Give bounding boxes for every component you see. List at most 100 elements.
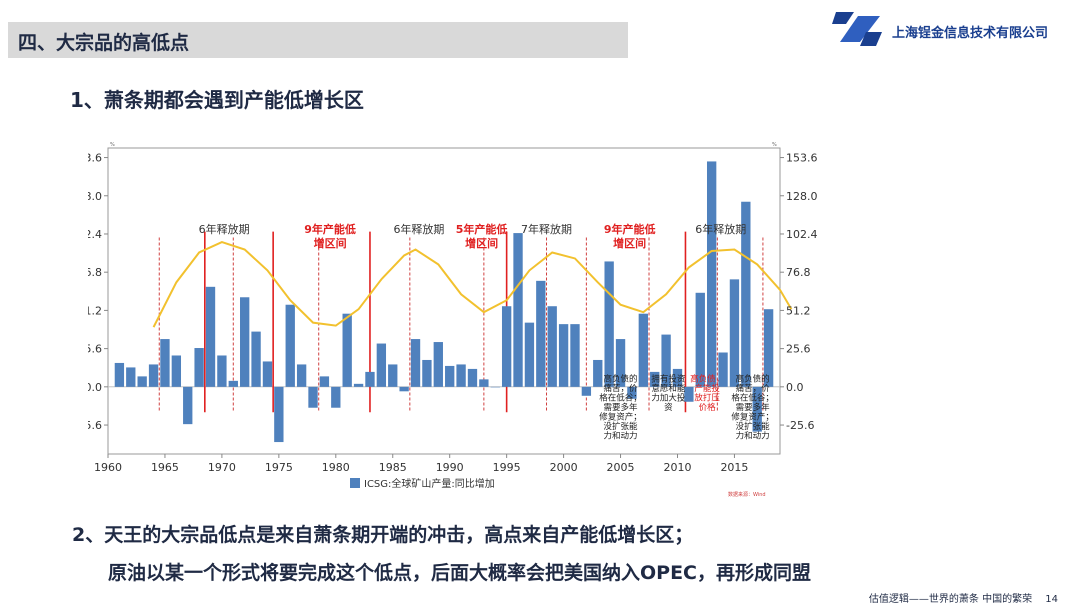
commentary-text-line: 高负债，	[690, 373, 724, 384]
bar	[684, 386, 694, 402]
bar	[205, 286, 216, 387]
commentary-text-line: 需要多年	[736, 402, 771, 413]
bar	[650, 371, 660, 387]
y-tick-label-left: 76.8	[88, 266, 102, 279]
y-tick-label-right: 102.4	[786, 228, 818, 241]
x-tick-label: 1970	[208, 461, 236, 474]
chart-legend: ICSG:全球矿山产量:同比增加	[350, 477, 495, 490]
bar	[228, 380, 238, 387]
commentary-text-line: 痛苦，价	[736, 383, 771, 394]
bar	[627, 386, 637, 399]
bar	[137, 376, 147, 387]
y-tick-label-right: 51.2	[786, 304, 811, 317]
x-tick-label: 1980	[322, 461, 350, 474]
bar	[399, 386, 409, 392]
period-annotation-line-2: 增区间	[314, 236, 347, 250]
y-tick-label-right: 128.0	[786, 190, 818, 203]
bar	[706, 161, 717, 387]
commentary-text-line: 力和动力	[604, 430, 638, 441]
bar	[262, 361, 273, 387]
period-annotation: 6年释放期	[199, 222, 250, 236]
commentary-text-line: 价格	[699, 402, 717, 413]
bar	[274, 386, 284, 443]
bar	[490, 386, 500, 388]
company-name: 上海锃金信息技术有限公司	[892, 26, 1049, 41]
bar	[729, 279, 740, 387]
bar	[353, 383, 364, 387]
bar	[718, 352, 728, 387]
bar	[365, 371, 375, 387]
commentary-text-line: 放打压	[694, 392, 720, 403]
page-number: 14	[1045, 594, 1058, 605]
bar	[331, 386, 341, 408]
y-tick-label-right: 76.8	[786, 266, 811, 279]
bar	[422, 359, 432, 387]
bar	[763, 309, 774, 387]
commentary-text-line: 力和动力	[736, 430, 770, 441]
x-tick-label: 1995	[493, 461, 521, 474]
y-tick-label-right: 0.0	[786, 381, 804, 394]
x-tick-label: 1990	[436, 461, 464, 474]
bar	[615, 339, 626, 387]
bar	[285, 304, 295, 387]
bar	[661, 334, 671, 387]
footer-text: 估值逻辑——世界的萧条 中国的繁荣	[868, 594, 1033, 605]
point-2-line-2: 原油以某一个形式将要完成这个低点，后面大概率会把美国纳入OPEC，再形成同盟	[108, 562, 812, 584]
y-tick-label-left: 102.4	[88, 228, 102, 241]
x-tick-label: 2005	[607, 461, 635, 474]
bar	[581, 386, 592, 396]
section-header-bar	[8, 22, 628, 58]
bar	[593, 359, 603, 387]
y-tick-label-right: 153.6	[786, 152, 818, 165]
commentary-text-line: 格在低谷；	[599, 392, 642, 403]
commentary-text-line: 需要多年	[604, 402, 639, 413]
bar	[695, 292, 705, 387]
x-tick-label: 1985	[379, 461, 407, 474]
y-tick-label-left: -25.6	[88, 419, 102, 432]
legend-label: ICSG:全球矿山产量:同比增加	[364, 477, 495, 490]
period-annotation-line-2: 增区间	[613, 236, 646, 250]
period-annotation-line-2: 增区间	[465, 236, 498, 250]
bar	[319, 376, 330, 387]
x-tick-label: 1975	[265, 461, 293, 474]
legend-swatch	[350, 478, 360, 488]
period-annotation: 9年产能低	[304, 222, 356, 236]
bar	[342, 313, 352, 387]
bar	[672, 368, 683, 387]
bar	[467, 368, 478, 387]
bar	[433, 342, 443, 387]
bar	[570, 324, 580, 387]
commentary-text-line: 没扩张能	[604, 421, 639, 432]
bar	[547, 306, 557, 387]
x-tick-label: 2015	[720, 461, 748, 474]
bar	[536, 280, 546, 387]
section-title: 四、大宗品的高低点	[18, 32, 190, 54]
period-annotation: 9年产能低	[604, 222, 656, 236]
y-tick-label-left: 128.0	[88, 190, 102, 203]
commentary-text-line: 资	[664, 402, 673, 413]
bar	[445, 365, 455, 387]
y-tick-label-right: 25.6	[786, 343, 811, 356]
period-annotation: 6年释放期	[695, 222, 746, 236]
period-annotation: 7年释放期	[521, 222, 572, 236]
commentary-text-line: 意愿和能	[651, 383, 686, 394]
bar	[240, 297, 250, 387]
bar	[741, 201, 751, 387]
bar	[410, 339, 421, 387]
plot-frame	[107, 147, 781, 455]
point-2-line-1: 2、天王的大宗品低点是来自萧条期开端的冲击，高点来自产能低增长区；	[72, 524, 694, 546]
bar	[114, 362, 125, 387]
commentary-text-line: 拥有投资	[651, 373, 686, 384]
bar	[194, 348, 204, 387]
bar	[524, 322, 535, 387]
source-note: 数据来源：Wind	[728, 491, 766, 498]
x-tick-label: 1960	[94, 461, 122, 474]
bar	[148, 364, 159, 387]
right-unit-label: %	[772, 142, 777, 148]
commentary-text-line: 没扩张能	[736, 421, 771, 432]
bar	[160, 339, 170, 387]
bar	[251, 331, 261, 387]
bar	[604, 261, 614, 387]
y-tick-label-right: -25.6	[786, 419, 814, 432]
